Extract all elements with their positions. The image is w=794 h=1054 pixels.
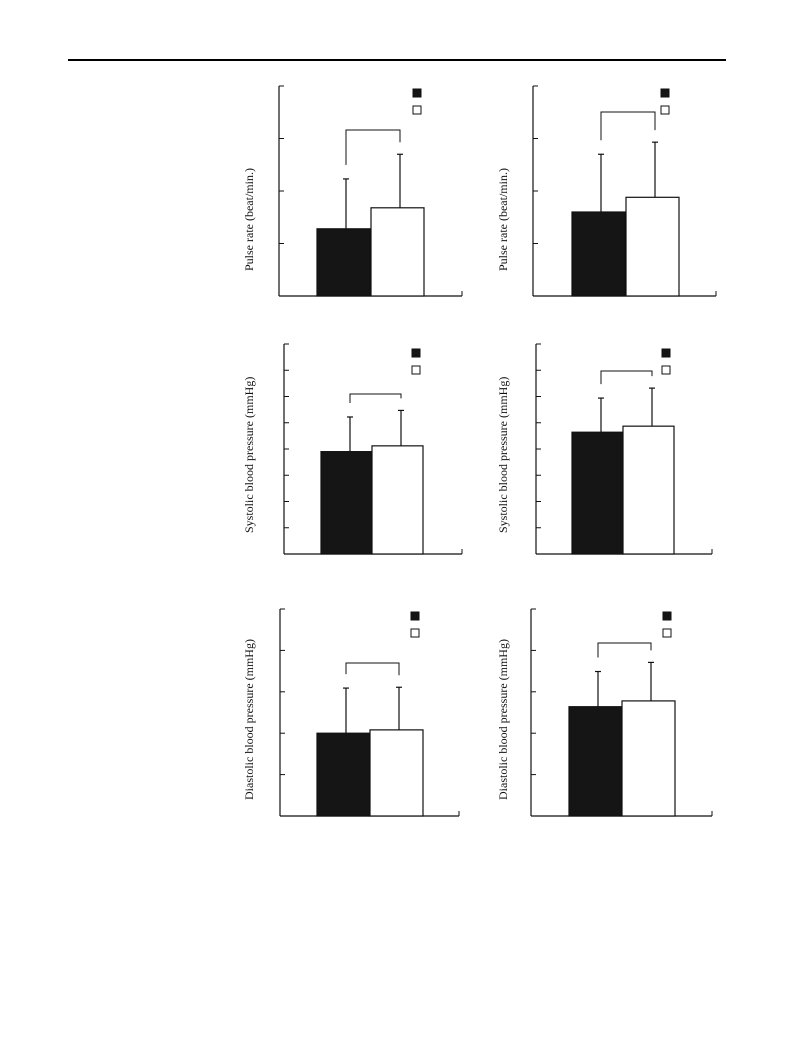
significance-bracket	[600, 370, 653, 385]
bar-solid	[568, 706, 623, 817]
legend-swatch-solid	[412, 88, 422, 98]
header-rule	[68, 59, 726, 61]
bar-solid	[571, 211, 626, 297]
legend-swatch-open	[661, 365, 671, 375]
bar-open	[625, 196, 680, 297]
diastolic-bp-chart-right: Diastolic blood pressure (mmHg)	[496, 608, 713, 817]
y-axis-label: Systolic blood pressure (mmHg)	[242, 377, 256, 533]
systolic-bp-chart-left: Systolic blood pressure (mmHg)	[242, 343, 463, 555]
y-axis-label: Systolic blood pressure (mmHg)	[496, 377, 510, 533]
diastolic-bp-chart-left: Diastolic blood pressure (mmHg)	[242, 608, 460, 817]
bar-solid	[571, 431, 624, 555]
significance-bracket	[597, 642, 652, 658]
legend-swatch-solid	[660, 88, 670, 98]
significance-bracket	[349, 393, 402, 403]
bar-open	[622, 425, 675, 555]
pulse-rate-chart-left: Pulse rate (beat/min.)	[242, 85, 463, 297]
legend-swatch-open	[411, 365, 421, 375]
legend-swatch-solid	[662, 611, 672, 621]
bar-open	[371, 445, 424, 555]
legend-swatch-open	[412, 105, 422, 115]
systolic-bp-chart-right: Systolic blood pressure (mmHg)	[496, 343, 713, 555]
legend-swatch-open	[410, 628, 420, 638]
bar-solid	[316, 228, 371, 297]
y-axis-label: Diastolic blood pressure (mmHg)	[242, 639, 256, 800]
bar-open	[369, 729, 424, 817]
legend-swatch-solid	[661, 348, 671, 358]
significance-bracket	[345, 129, 401, 165]
legend-swatch-open	[660, 105, 670, 115]
legend-swatch-solid	[410, 611, 420, 621]
y-axis-label: Pulse rate (beat/min.)	[242, 168, 256, 271]
y-axis-label: Pulse rate (beat/min.)	[496, 168, 510, 271]
bar-open	[370, 207, 425, 297]
bar-solid	[316, 732, 371, 817]
significance-bracket	[345, 662, 400, 676]
legend-swatch-solid	[411, 348, 421, 358]
bar-solid	[320, 451, 373, 555]
significance-bracket	[600, 111, 656, 141]
legend-swatch-open	[662, 628, 672, 638]
y-axis-label: Diastolic blood pressure (mmHg)	[496, 639, 510, 800]
bar-open	[621, 700, 676, 817]
pulse-rate-chart-right: Pulse rate (beat/min.)	[496, 85, 717, 297]
